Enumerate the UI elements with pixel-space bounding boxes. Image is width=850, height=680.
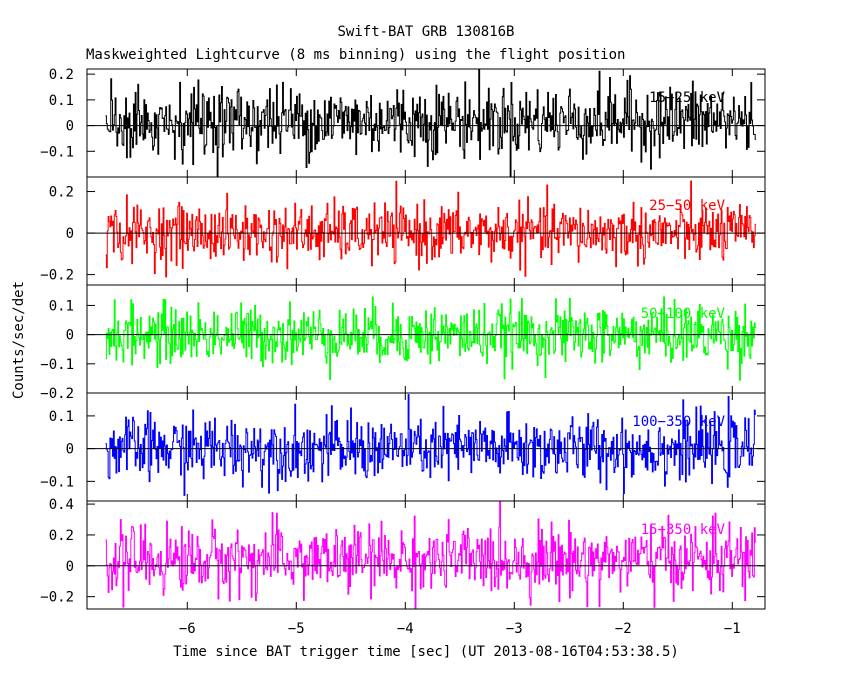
y-tick-label: 0.1 (49, 409, 74, 425)
y-tick-label: −0.1 (40, 474, 74, 490)
band-label: 100−350 keV (632, 414, 725, 430)
panel-2: −0.2 0 0.2 25−50 keV (40, 176, 766, 286)
y-tick-label: 0 (66, 226, 74, 242)
x-tick-label: −6 (179, 621, 196, 637)
y-tick-label: 0.1 (49, 298, 74, 314)
panel-4: −0.1 0 0.1 100−350 keV (40, 392, 766, 502)
y-tick-label: 0 (66, 328, 74, 344)
band-label: 50−100 keV (641, 306, 726, 322)
x-axis: −6 −5 −4 −3 −2 −1 (179, 621, 741, 637)
x-tick-label: −1 (724, 621, 741, 637)
panel-frame (86, 500, 766, 610)
x-tick-label: −2 (615, 621, 632, 637)
series-line-3 (105, 296, 757, 381)
chart-subtitle: Maskweighted Lightcurve (8 ms binning) u… (86, 47, 625, 63)
series-line-5 (105, 501, 757, 609)
y-tick-label: 0.4 (49, 497, 74, 513)
y-axis-label: Counts/sec/det (11, 281, 27, 399)
band-label: 15−350 keV (641, 522, 726, 538)
x-tick-label: −3 (506, 621, 523, 637)
series-line-4 (105, 394, 757, 496)
y-tick-label: −0.2 (40, 268, 74, 284)
band-label: 25−50 keV (649, 198, 725, 214)
y-tick-label: 0.2 (49, 67, 74, 83)
y-tick-label: −0.2 (40, 590, 74, 606)
y-tick-label: 0 (66, 119, 74, 135)
y-tick-label: 0 (66, 559, 74, 575)
series-line-2 (105, 180, 757, 278)
panel-5: −0.2 0 0.2 0.4 15−350 keV (40, 497, 766, 610)
series-line-1 (105, 69, 757, 177)
panel-1: −0.1 0 0.1 0.2 15−25 keV (40, 67, 766, 178)
y-tick-label: −0.2 (40, 386, 74, 402)
x-tick-label: −5 (288, 621, 305, 637)
panels: −0.100.10.215−25 keV−0.200.225−50 keV−0.… (40, 67, 766, 610)
y-tick-label: 0.1 (49, 93, 74, 109)
panel-3: −0.2 −0.1 0 0.1 50−100 keV (40, 284, 766, 402)
chart-title: Swift-BAT GRB 130816B (337, 24, 514, 40)
y-tick-label: −0.1 (40, 144, 74, 160)
band-label: 15−25 keV (649, 90, 725, 106)
y-tick-label: 0.2 (49, 528, 74, 544)
y-tick-label: 0 (66, 442, 74, 458)
x-tick-label: −4 (397, 621, 414, 637)
y-tick-label: −0.1 (40, 357, 74, 373)
y-tick-label: 0.2 (49, 185, 74, 201)
x-axis-label: Time since BAT trigger time [sec] (UT 20… (173, 644, 679, 660)
